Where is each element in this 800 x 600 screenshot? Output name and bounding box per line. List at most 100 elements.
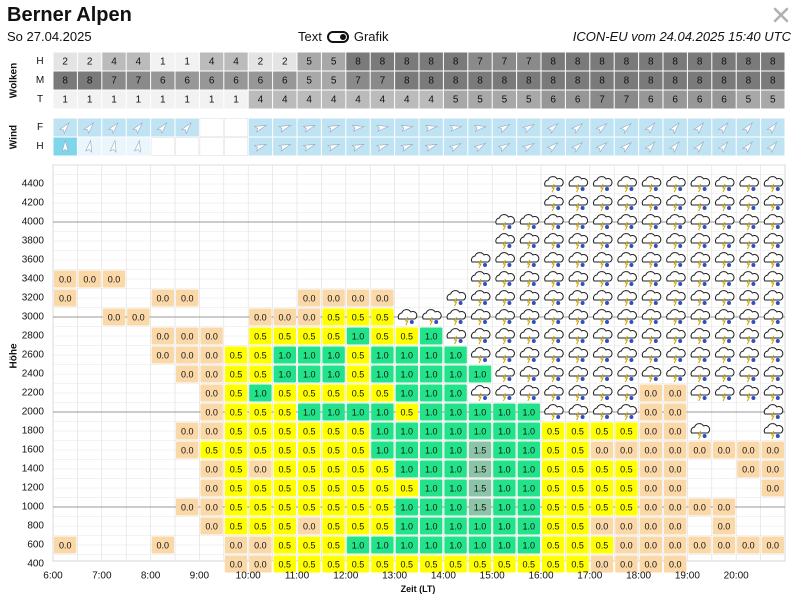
wind-arrow-icon bbox=[448, 142, 462, 153]
thermal-value: 0.5 bbox=[547, 446, 560, 456]
thunder-cloud-icon bbox=[666, 214, 686, 231]
thunder-cloud-icon bbox=[739, 347, 759, 364]
thunder-cloud-icon bbox=[666, 271, 686, 288]
thermal-cell bbox=[224, 479, 248, 497]
thunder-cloud-icon bbox=[641, 233, 662, 250]
thermal-cell bbox=[664, 460, 687, 478]
cloud-cell bbox=[224, 71, 248, 90]
cloud-cell bbox=[102, 71, 126, 90]
thunder-cloud-icon bbox=[617, 328, 637, 345]
close-button[interactable] bbox=[772, 6, 790, 24]
cloud-value: 8 bbox=[599, 76, 605, 87]
cloud-shape bbox=[739, 366, 759, 377]
thermal-cell bbox=[127, 308, 150, 326]
thermal-cell bbox=[346, 327, 370, 345]
wind-arrow-icon bbox=[424, 125, 439, 132]
rain-drop-shape bbox=[507, 339, 512, 343]
cloud-cell bbox=[151, 90, 175, 109]
cloud-shape bbox=[617, 309, 637, 320]
cloud-cell bbox=[565, 90, 590, 109]
wind-arrow-icon bbox=[766, 122, 778, 135]
thunder-cloud-icon bbox=[641, 328, 662, 345]
thermal-value: 0.0 bbox=[645, 408, 658, 418]
cloud-value: 4 bbox=[306, 95, 312, 106]
lightning-shape bbox=[624, 392, 629, 402]
rain-drop-shape bbox=[531, 244, 536, 248]
thunder-cloud-icon bbox=[592, 290, 613, 307]
thermal-cell bbox=[517, 403, 540, 421]
cloud-value: 8 bbox=[624, 76, 630, 87]
thunder-cloud-icon bbox=[470, 271, 491, 288]
rain-drop-shape bbox=[702, 301, 707, 305]
thermal-cell bbox=[273, 327, 296, 345]
cloud-cell bbox=[248, 52, 273, 71]
thermal-value: 0.5 bbox=[230, 427, 243, 437]
lightning-shape bbox=[551, 411, 556, 421]
thunder-cloud-icon bbox=[519, 271, 540, 288]
lightning-shape bbox=[624, 202, 629, 212]
cloud-cell bbox=[199, 90, 224, 109]
lightning-shape bbox=[746, 183, 751, 193]
lightning-shape bbox=[722, 202, 726, 212]
cloud-cell bbox=[321, 71, 346, 90]
lightning-shape bbox=[746, 392, 751, 402]
rain-drop-shape bbox=[727, 396, 731, 400]
thermal-cell bbox=[346, 384, 370, 402]
thermal-cell bbox=[371, 555, 394, 573]
thermal-cell bbox=[371, 422, 394, 440]
wind-arrow-icon bbox=[693, 122, 705, 135]
thunder-cloud-icon bbox=[544, 233, 564, 250]
cloud-shape bbox=[666, 347, 686, 358]
thermal-cell bbox=[322, 441, 345, 459]
cloud-cell bbox=[297, 52, 321, 71]
cloud-cell bbox=[663, 71, 687, 90]
wind-arrow-icon bbox=[644, 122, 656, 135]
cloud-value: 6 bbox=[258, 76, 264, 87]
cloud-value: 2 bbox=[62, 57, 68, 68]
lightning-shape bbox=[746, 335, 751, 345]
cloud-shape bbox=[592, 366, 613, 377]
cloud-cell bbox=[273, 90, 297, 109]
cloud-cell bbox=[468, 90, 492, 109]
thermal-value: 0.0 bbox=[742, 541, 755, 551]
cloud-shape bbox=[641, 309, 662, 320]
wind-arrow-shape bbox=[327, 144, 341, 152]
view-switch[interactable] bbox=[326, 30, 349, 43]
cloud-cell bbox=[297, 90, 321, 109]
thunder-cloud-icon bbox=[470, 252, 491, 269]
thermal-value: 0.0 bbox=[645, 484, 658, 494]
wind-arrow-shape bbox=[742, 141, 753, 154]
thermal-cell bbox=[151, 536, 174, 554]
thermal-cell bbox=[322, 555, 345, 573]
rain-drop-shape bbox=[458, 339, 463, 343]
rain-drop-shape bbox=[727, 206, 731, 210]
rain-drop-shape bbox=[605, 187, 609, 191]
cloud-shape bbox=[714, 233, 735, 244]
thermal-cell bbox=[517, 536, 540, 554]
lightning-shape bbox=[746, 373, 751, 383]
wind-arrow-icon bbox=[742, 141, 753, 154]
cloud-shape bbox=[763, 195, 784, 206]
thermal-cell bbox=[542, 422, 565, 440]
cloud-value: 4 bbox=[258, 95, 264, 106]
thunder-cloud-icon bbox=[739, 176, 759, 193]
thermal-cell bbox=[664, 479, 687, 497]
cloud-value: 8 bbox=[428, 76, 434, 87]
cloud-shape bbox=[617, 347, 637, 358]
cloud-shape bbox=[617, 271, 637, 282]
thermal-value: 0.5 bbox=[230, 484, 243, 494]
thermal-cell bbox=[322, 498, 345, 516]
cloud-cell bbox=[639, 71, 663, 90]
thermal-cell bbox=[468, 441, 492, 459]
cloud-shape bbox=[714, 195, 735, 206]
thermal-cell bbox=[346, 555, 370, 573]
thermal-value: 0.5 bbox=[352, 389, 365, 399]
view-toggle[interactable]: Text Grafik bbox=[298, 29, 389, 44]
thermal-value: 1.0 bbox=[523, 427, 536, 437]
cloud-value: 1 bbox=[62, 95, 68, 106]
thermal-cell bbox=[664, 403, 687, 421]
lightning-shape bbox=[575, 278, 580, 288]
rain-drop-shape bbox=[507, 263, 512, 267]
cloud-shape bbox=[666, 233, 686, 244]
cloud-cell bbox=[517, 90, 541, 109]
